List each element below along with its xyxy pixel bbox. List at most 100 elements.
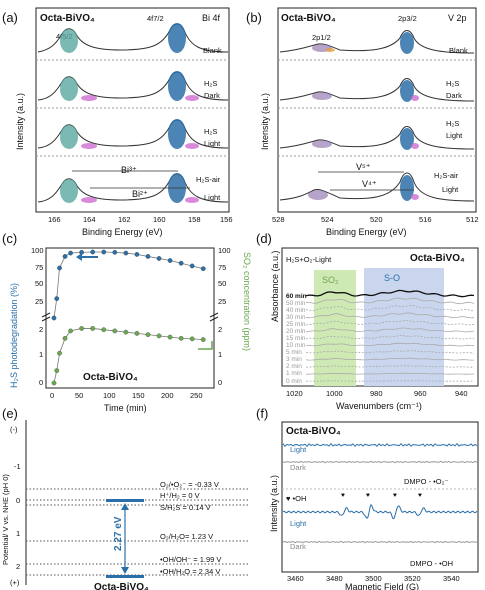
panel-a-letter: (a): [2, 10, 18, 25]
panel-d-xtick: 960: [414, 389, 427, 398]
data-point: [123, 329, 129, 335]
panel-e-ytick: 0: [16, 496, 20, 505]
data-point: [54, 296, 60, 301]
panel-b-sample: Octa-BiVO₄: [281, 13, 336, 24]
data-point: [134, 330, 140, 336]
panel-c-series-so2: [51, 326, 206, 386]
data-point: [101, 249, 107, 255]
panel-c-right-arrow: [198, 341, 213, 350]
panel-c-xticks: 0 50 100 150 200 250: [50, 391, 203, 400]
panel-c-series-h2s: [51, 249, 206, 321]
panel-c-ytick-right: 50: [218, 279, 226, 288]
panel-e-ylabel: Potential/ V vs. NHE (pH 0): [1, 474, 10, 565]
panel-e-ytick: (-): [10, 425, 18, 434]
panel-b: (b) Octa-BiVO₄ V 2p 2p1/2 2p3/2: [246, 7, 479, 237]
panel-c-break-left: [41, 312, 51, 318]
panel-c-left-arrow-head: [76, 253, 82, 261]
panel-c-ytick-right: 75: [218, 263, 226, 272]
panel-b-spectrum: V 2p: [448, 13, 467, 23]
data-point: [62, 254, 68, 259]
panel-f-markers: ♥ ♥ ♥ ♥: [341, 492, 422, 499]
panel-d-condition: H₂S+O₂-Light: [286, 255, 332, 264]
panel-d-time: 0 min: [286, 378, 302, 385]
panel-c-break-right: [209, 316, 219, 322]
oh-marker-icon: ♥: [418, 492, 422, 499]
ir-spectrum: [305, 289, 475, 298]
data-point: [200, 337, 206, 342]
panel-a-spectrum: Bi 4f: [202, 13, 221, 23]
panel-e-level-label: •OH/OH⁻ = 1.99 V: [160, 555, 221, 564]
data-point: [178, 335, 184, 341]
panel-b-cond-3-l2: Light: [446, 131, 463, 140]
panel-c-frame: [45, 247, 215, 389]
panel-b-letter: (b): [246, 10, 262, 25]
data-point: [51, 380, 57, 386]
panel-c: (c) Octa-BiVO₄ 100 75 50 25 2 1 0 100 75…: [2, 231, 252, 413]
panel-a-cond-2-l1: H₂S: [204, 79, 217, 88]
ir-spectrum: [306, 365, 475, 368]
oh-marker-icon: ♥: [366, 492, 370, 499]
panel-c-xtick: 100: [103, 391, 116, 400]
panel-e-ytick: 1: [16, 529, 20, 538]
panel-d-xtick: 1020: [286, 389, 303, 398]
panel-d: (d) H₂S+O₂-Light Octa-BiVO₄ SO₂ S-O 60 m…: [256, 231, 479, 411]
panel-f-top-probe: DMPO - •O₂⁻: [404, 477, 449, 486]
panel-d-letter: (d): [256, 231, 272, 246]
panel-d-time: 15 min: [286, 335, 306, 342]
data-point: [200, 266, 206, 272]
panel-c-xtick: 150: [132, 391, 145, 400]
panel-c-ytick: 100: [31, 246, 44, 255]
panel-e-level-label: H⁺/H₂ = 0 V: [160, 491, 200, 500]
data-point: [167, 258, 173, 263]
panel-c-ytick: 50: [35, 279, 43, 288]
panel-b-spectrum-air: [279, 171, 475, 202]
panel-c-ytick: 2: [39, 325, 43, 334]
panel-e-vb-edge: [106, 575, 144, 578]
panel-a-species-2: Bi²⁺: [132, 189, 148, 199]
data-point: [101, 327, 107, 333]
data-point: [112, 328, 118, 334]
panel-f-ylabel: Intensity (a.u.): [269, 475, 279, 532]
panel-b-species-1: V⁵⁺: [356, 162, 371, 172]
panel-a-sample: Octa-BiVO₄: [40, 13, 95, 24]
panel-b-xticks: 528 524 520 516 512: [272, 215, 479, 224]
panel-d-time: 20 min: [286, 328, 306, 335]
panel-e-gap-arrow-head-up: [121, 503, 129, 510]
panel-b-xtick: 524: [321, 215, 334, 224]
ir-spectrum: [305, 335, 475, 340]
panel-c-ytick-right: 2: [218, 325, 222, 334]
ir-spectrum: [305, 342, 475, 347]
panel-e: (e) (-) -1 0 1 2 (+) Potential/ V vs. NH…: [1, 406, 250, 590]
panel-d-band-1: SO₂: [322, 275, 339, 285]
panel-a-spectrum-air: [37, 170, 229, 203]
panel-f-xlabel: Magnetic Field (G): [345, 582, 419, 590]
panel-d-time: 50 min: [286, 300, 306, 307]
panel-a-xtick: 166: [48, 215, 61, 224]
data-point: [57, 350, 62, 356]
panel-b-spectrum-blank: [279, 30, 475, 54]
panel-d-xtick: 940: [455, 389, 468, 398]
panel-d-xticks: 1020 1000 980 960 940: [286, 389, 468, 398]
panel-f-xtick: 3480: [326, 574, 343, 583]
ir-spectrum: [305, 319, 475, 326]
panel-d-time: 1 min: [286, 370, 302, 377]
panel-d-time: 60 min: [286, 293, 307, 300]
panel-b-peak-right: 2p3/2: [398, 14, 417, 23]
panel-a-cond-4-l2: Light: [204, 193, 221, 202]
panel-e-letter: (e): [2, 406, 18, 421]
panel-f-xtick: 3500: [365, 574, 382, 583]
panel-e-level-label: O₂/H₂O= 1.23 V: [160, 532, 213, 541]
data-point: [167, 334, 173, 340]
panel-b-frame: [277, 7, 477, 213]
panel-d-time-labels: 60 min 50 min 40 min 30 min 25 min 20 mi…: [286, 293, 307, 385]
panel-f-bottom-light: Light: [290, 519, 307, 528]
panel-f-bottom-dark: Dark: [290, 542, 306, 551]
panel-d-time: 25 min: [286, 321, 306, 328]
panel-a-cond-3-l1: H₂S: [204, 127, 217, 136]
data-point: [51, 315, 57, 321]
panel-a-xlabel: Binding Energy (eV): [82, 227, 163, 237]
panel-d-xlabel: Wavenumbers (cm⁻¹): [336, 401, 422, 411]
data-point: [79, 249, 85, 255]
panel-b-xtick: 528: [272, 215, 285, 224]
